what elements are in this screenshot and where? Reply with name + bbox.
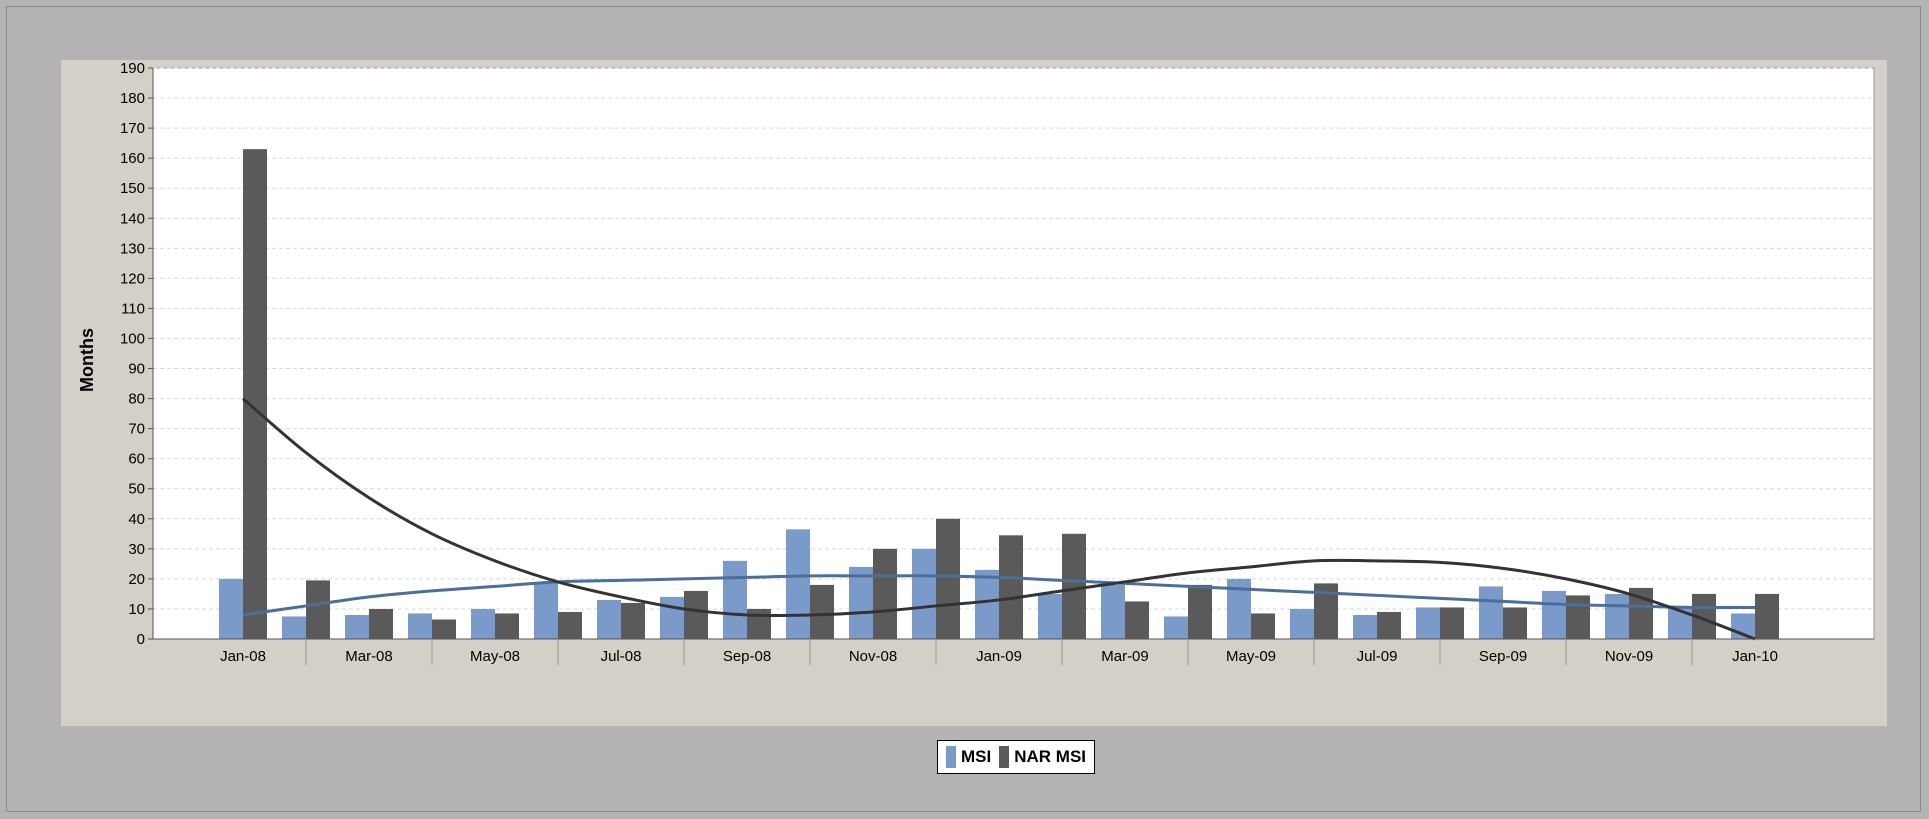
bar-msi — [1479, 586, 1503, 639]
x-tick-label: Jan-08 — [220, 648, 266, 665]
bar-nar-msi — [558, 611, 582, 639]
x-tick-label: May-09 — [1226, 648, 1276, 665]
bar-msi — [282, 616, 306, 639]
bar-msi — [1353, 614, 1377, 639]
bar-msi — [849, 566, 873, 639]
bar-nar-msi — [243, 149, 267, 640]
legend-item-nar-msi: NAR MSI — [999, 746, 1086, 768]
y-tick-label: 20 — [128, 571, 145, 588]
y-tick-label: 170 — [120, 120, 145, 137]
x-tick-label: Jul-08 — [601, 648, 642, 665]
x-tick-label: Sep-09 — [1479, 648, 1527, 665]
bar-nar-msi — [1062, 533, 1086, 639]
y-tick-label: 70 — [128, 421, 145, 438]
bar-nar-msi — [432, 619, 456, 639]
legend-item-msi: MSI — [946, 746, 991, 768]
y-tick-label: 10 — [128, 601, 145, 618]
bar-nar-msi — [999, 535, 1023, 639]
y-tick-label: 60 — [128, 451, 145, 468]
window-frame: 0 10 20 30 40 50 60 70 80 90 100 110 120 130 140 150 160… — [6, 6, 1921, 812]
bar-nar-msi — [1377, 611, 1401, 639]
chart: 0 10 20 30 40 50 60 70 80 90 100 110 120 130 140 150 160… — [77, 60, 1875, 665]
legend-swatch-msi — [946, 746, 956, 768]
bar-nar-msi — [1503, 607, 1527, 639]
bar-msi — [219, 578, 243, 639]
y-tick-label: 150 — [120, 180, 145, 197]
bar-msi — [1164, 616, 1188, 639]
legend-label-msi: MSI — [961, 747, 992, 766]
y-tick-label: 100 — [120, 330, 145, 347]
bar-msi — [660, 596, 684, 639]
bar-nar-msi — [1755, 593, 1779, 639]
bar-msi — [345, 614, 369, 639]
x-tick-label: Mar-09 — [1101, 648, 1149, 665]
trendline-nar-msi — [242, 397, 1756, 641]
y-tick-label: 180 — [120, 90, 145, 107]
bar-msi — [1416, 607, 1440, 639]
bar-nar-msi — [306, 580, 330, 639]
bar-nar-msi — [1566, 595, 1590, 639]
legend: MSI NAR MSI — [937, 740, 1096, 774]
x-tick-label: Jan-10 — [1732, 648, 1778, 665]
bar-msi — [786, 529, 810, 639]
bar-msi — [1542, 590, 1566, 639]
y-tick-label: 90 — [128, 361, 145, 378]
bar-nar-msi — [1125, 601, 1149, 639]
bar-msi — [597, 599, 621, 639]
y-axis-title: Months — [77, 328, 97, 392]
x-tick-label: Mar-08 — [345, 648, 393, 665]
x-tick-label: May-08 — [470, 648, 520, 665]
bar-nar-msi — [684, 590, 708, 639]
x-tick-label: Jul-09 — [1357, 648, 1398, 665]
bar-msi — [534, 581, 558, 639]
bar-nar-msi — [369, 608, 393, 639]
bar-nar-msi — [936, 518, 960, 639]
bar-nar-msi — [495, 613, 519, 639]
trendlines — [242, 397, 1756, 641]
y-tick-label: 140 — [120, 210, 145, 227]
bar-msi — [912, 548, 936, 639]
y-tick-label: 110 — [121, 300, 145, 317]
bar-msi — [723, 560, 747, 639]
bar-msi — [975, 569, 999, 639]
chart-panel: 0 10 20 30 40 50 60 70 80 90 100 110 120 130 140 150 160… — [61, 60, 1887, 774]
bar-nar-msi — [747, 608, 771, 639]
bar-nar-msi — [1251, 613, 1275, 639]
bar-nar-msi — [1188, 584, 1212, 639]
y-tick-label: 160 — [120, 150, 145, 167]
bar-nar-msi — [1440, 607, 1464, 639]
axes: 0 10 20 30 40 50 60 70 80 90 100 110 120 130 140 150 160… — [120, 60, 1874, 665]
x-tick-label: Jan-09 — [976, 648, 1022, 665]
bar-msi — [1605, 593, 1629, 639]
y-tick-label: 40 — [128, 511, 145, 528]
y-tick-label: 190 — [120, 60, 145, 77]
bar-msi — [471, 608, 495, 639]
legend-swatch-nar-msi — [999, 746, 1010, 768]
legend-label-nar-msi: NAR MSI — [1014, 747, 1087, 766]
bar-msi — [1038, 593, 1062, 639]
y-tick-label: 0 — [137, 631, 145, 648]
bar-msi — [1101, 584, 1125, 639]
y-tick-label: 130 — [120, 240, 145, 257]
bar-msi — [1290, 608, 1314, 639]
y-tick-label: 80 — [128, 391, 145, 408]
bar-nar-msi — [810, 584, 834, 639]
y-tick-label: 50 — [128, 481, 145, 498]
y-tick-label: 120 — [120, 270, 145, 287]
x-tick-label: Nov-08 — [849, 648, 897, 665]
bar-nar-msi — [873, 548, 897, 639]
x-tick-label: Nov-09 — [1605, 648, 1653, 665]
bar-nar-msi — [621, 602, 645, 639]
trendline-msi — [242, 574, 1756, 617]
bars — [219, 149, 1779, 640]
x-tick-label: Sep-08 — [723, 648, 771, 665]
y-tick-label: 30 — [128, 541, 145, 558]
bar-msi — [408, 613, 432, 639]
